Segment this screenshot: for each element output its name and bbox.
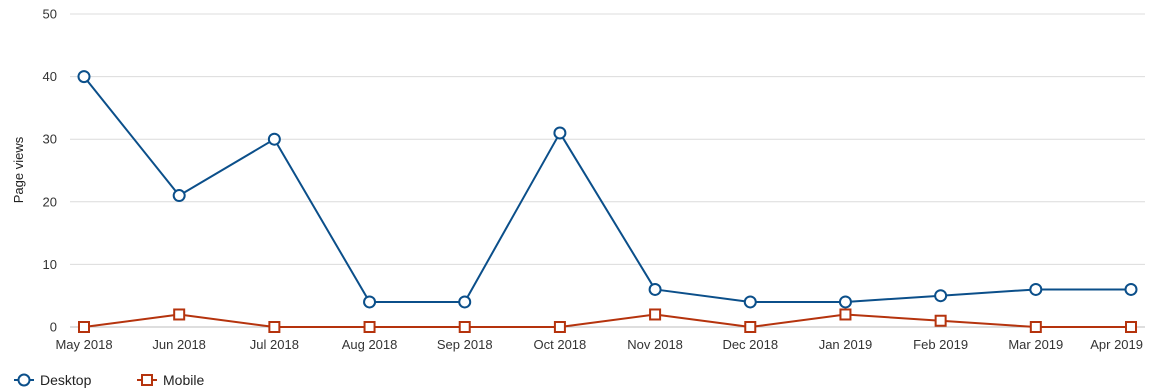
x-axis-ticks: May 2018 Jun 2018 Jul 2018 Aug 2018 Sep 2018… [55, 337, 1143, 352]
x-tick-label: Sep 2018 [437, 337, 493, 352]
data-point [649, 308, 662, 321]
data-point [553, 321, 566, 333]
data-point [934, 289, 948, 303]
x-tick-label: Nov 2018 [627, 337, 683, 352]
x-tick-label: Jun 2018 [152, 337, 206, 352]
legend[interactable]: Desktop Mobile [14, 372, 204, 388]
legend-circle-marker [17, 373, 31, 387]
data-point [172, 189, 186, 203]
data-point [363, 295, 377, 309]
y-tick-label: 20 [43, 194, 57, 209]
data-point [1029, 282, 1043, 296]
x-tick-label: May 2018 [55, 337, 112, 352]
x-tick-label: Feb 2019 [913, 337, 968, 352]
data-point [1124, 282, 1138, 296]
x-tick-label: Mar 2019 [1008, 337, 1063, 352]
legend-label: Desktop [40, 372, 92, 388]
data-point [934, 314, 947, 327]
series-line [83, 75, 1131, 303]
data-point [173, 308, 186, 321]
legend-label: Mobile [163, 372, 204, 388]
y-tick-label: 0 [50, 320, 57, 335]
y-axis-ticks: 0 10 20 30 40 50 [43, 7, 57, 335]
series-layer [77, 70, 1138, 333]
data-point [268, 321, 281, 333]
data-point [267, 132, 281, 146]
x-tick-label: Jan 2019 [819, 337, 873, 352]
series-line [83, 313, 1131, 328]
legend-square-marker [141, 374, 153, 386]
x-tick-label: Apr 2019 [1090, 337, 1143, 352]
gridlines [70, 13, 1145, 328]
data-point [1125, 321, 1137, 333]
y-tick-label: 40 [43, 69, 57, 84]
legend-item-mobile[interactable]: Mobile [137, 372, 204, 388]
y-axis-title: Page views [11, 136, 26, 203]
data-point [77, 70, 91, 84]
data-point [838, 295, 852, 309]
y-tick-label: 10 [43, 257, 57, 272]
x-tick-label: Dec 2018 [722, 337, 778, 352]
data-point [839, 308, 852, 321]
data-point [553, 126, 567, 140]
data-point [458, 321, 471, 333]
y-tick-label: 50 [43, 7, 57, 22]
data-point [363, 321, 376, 333]
data-point [458, 295, 472, 309]
data-point [78, 321, 90, 333]
series-mobile [78, 308, 1137, 333]
data-point [743, 295, 757, 309]
data-point [648, 282, 662, 296]
x-tick-label: Oct 2018 [534, 337, 587, 352]
x-tick-label: Aug 2018 [342, 337, 398, 352]
x-tick-label: Jul 2018 [250, 337, 299, 352]
series-desktop [77, 70, 1138, 309]
y-tick-label: 30 [43, 132, 57, 147]
legend-item-desktop[interactable]: Desktop [14, 372, 92, 388]
data-point [1029, 321, 1042, 333]
data-point [744, 321, 757, 333]
